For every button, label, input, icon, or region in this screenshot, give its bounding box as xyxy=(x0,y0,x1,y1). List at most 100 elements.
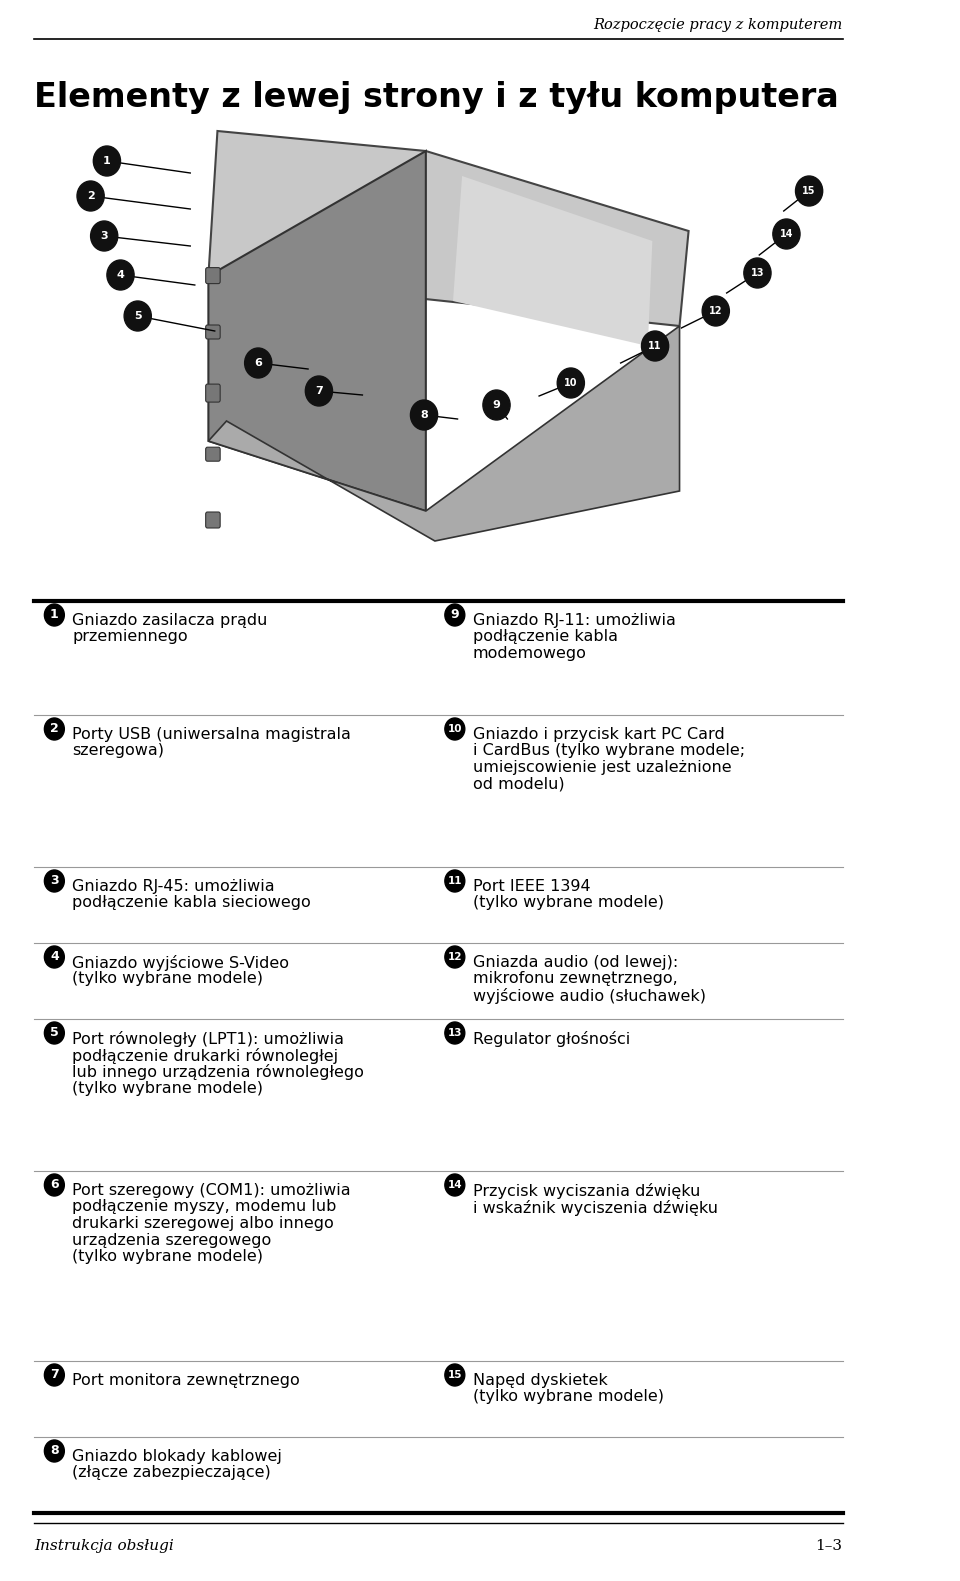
Text: Przycisk wyciszania dźwięku: Przycisk wyciszania dźwięku xyxy=(473,1183,701,1198)
Text: 8: 8 xyxy=(420,409,428,421)
Text: umiejscowienie jest uzależnione: umiejscowienie jest uzależnione xyxy=(473,760,732,775)
Text: 1–3: 1–3 xyxy=(816,1538,843,1553)
Text: 15: 15 xyxy=(803,187,816,196)
Text: podłączenie kabla: podłączenie kabla xyxy=(473,629,618,645)
Polygon shape xyxy=(208,326,680,541)
FancyBboxPatch shape xyxy=(205,384,220,402)
Text: Port równoległy (LPT1): umożliwia: Port równoległy (LPT1): umożliwia xyxy=(73,1031,345,1047)
Circle shape xyxy=(44,1364,64,1387)
Text: 4: 4 xyxy=(116,270,125,280)
Circle shape xyxy=(305,376,332,406)
Text: podłączenie drukarki równoległej: podłączenie drukarki równoległej xyxy=(73,1048,339,1064)
Text: Gniazdo RJ-11: umożliwia: Gniazdo RJ-11: umożliwia xyxy=(473,613,676,628)
Circle shape xyxy=(773,220,800,248)
Circle shape xyxy=(44,718,64,740)
Text: podłączenie myszy, modemu lub: podłączenie myszy, modemu lub xyxy=(73,1200,337,1214)
Text: Port szeregowy (COM1): umożliwia: Port szeregowy (COM1): umożliwia xyxy=(73,1183,351,1198)
Circle shape xyxy=(124,300,152,330)
Text: (tylko wybrane modele): (tylko wybrane modele) xyxy=(73,1080,263,1096)
Text: 3: 3 xyxy=(50,874,59,887)
Circle shape xyxy=(641,330,669,360)
FancyBboxPatch shape xyxy=(205,447,220,462)
Text: Gniazda audio (od lewej):: Gniazda audio (od lewej): xyxy=(473,955,678,971)
Text: 2: 2 xyxy=(86,191,94,201)
Text: 12: 12 xyxy=(709,307,723,316)
Text: Napęd dyskietek: Napęd dyskietek xyxy=(473,1372,608,1388)
Text: Gniazdo blokady kablowej: Gniazdo blokady kablowej xyxy=(73,1450,282,1464)
Text: Gniazdo i przycisk kart PC Card: Gniazdo i przycisk kart PC Card xyxy=(473,727,725,741)
Text: 10: 10 xyxy=(447,724,462,734)
Text: 8: 8 xyxy=(50,1445,59,1458)
Circle shape xyxy=(444,718,465,740)
Polygon shape xyxy=(208,152,426,511)
Text: przemiennego: przemiennego xyxy=(73,629,188,645)
Text: 9: 9 xyxy=(492,400,500,409)
Text: Regulator głośności: Regulator głośności xyxy=(473,1031,630,1047)
Text: Port IEEE 1394: Port IEEE 1394 xyxy=(473,879,590,893)
Text: 4: 4 xyxy=(50,950,59,963)
Text: urządzenia szeregowego: urządzenia szeregowego xyxy=(73,1233,272,1247)
Polygon shape xyxy=(208,131,688,326)
Text: 1: 1 xyxy=(103,157,110,166)
Text: 6: 6 xyxy=(50,1178,59,1192)
Circle shape xyxy=(44,870,64,892)
Circle shape xyxy=(90,221,118,251)
FancyBboxPatch shape xyxy=(205,267,220,283)
Circle shape xyxy=(444,870,465,892)
Text: 1: 1 xyxy=(50,609,59,621)
FancyBboxPatch shape xyxy=(205,512,220,528)
Text: drukarki szeregowej albo innego: drukarki szeregowej albo innego xyxy=(73,1216,334,1232)
Text: wyjściowe audio (słuchawek): wyjściowe audio (słuchawek) xyxy=(473,988,706,1004)
Text: Rozpoczęcie pracy z komputerem: Rozpoczęcie pracy z komputerem xyxy=(593,17,843,32)
Circle shape xyxy=(444,1175,465,1195)
Circle shape xyxy=(44,604,64,626)
FancyBboxPatch shape xyxy=(205,326,220,338)
Text: 9: 9 xyxy=(450,609,459,621)
Text: 13: 13 xyxy=(447,1028,462,1039)
Circle shape xyxy=(483,391,510,421)
Text: 11: 11 xyxy=(648,341,661,351)
Circle shape xyxy=(744,258,771,288)
Circle shape xyxy=(444,1021,465,1043)
Text: 14: 14 xyxy=(780,229,793,239)
Text: lub innego urządzenia równoległego: lub innego urządzenia równoległego xyxy=(73,1064,365,1080)
Text: i wskaźnik wyciszenia dźwięku: i wskaźnik wyciszenia dźwięku xyxy=(473,1200,718,1216)
Text: Gniazdo zasilacza prądu: Gniazdo zasilacza prądu xyxy=(73,613,268,628)
Circle shape xyxy=(77,180,105,210)
Circle shape xyxy=(93,145,121,175)
Circle shape xyxy=(444,604,465,626)
Text: (tylko wybrane modele): (tylko wybrane modele) xyxy=(473,1390,664,1404)
Text: mikrofonu zewnętrznego,: mikrofonu zewnętrznego, xyxy=(473,971,678,987)
Text: (tylko wybrane modele): (tylko wybrane modele) xyxy=(473,895,664,911)
Text: Port monitora zewnętrznego: Port monitora zewnętrznego xyxy=(73,1372,300,1388)
Text: Gniazdo RJ-45: umożliwia: Gniazdo RJ-45: umożliwia xyxy=(73,879,276,893)
Circle shape xyxy=(44,1440,64,1462)
Circle shape xyxy=(245,348,272,378)
Circle shape xyxy=(557,368,585,398)
Text: 13: 13 xyxy=(751,269,764,278)
Text: 10: 10 xyxy=(564,378,578,387)
Text: modemowego: modemowego xyxy=(473,647,587,661)
Text: 7: 7 xyxy=(315,386,323,395)
Text: 7: 7 xyxy=(50,1369,59,1382)
Text: 15: 15 xyxy=(447,1371,462,1380)
Text: (złącze zabezpieczające): (złącze zabezpieczające) xyxy=(73,1466,272,1480)
Text: szeregowa): szeregowa) xyxy=(73,743,164,759)
Circle shape xyxy=(44,1021,64,1043)
Text: 2: 2 xyxy=(50,723,59,735)
Text: od modelu): od modelu) xyxy=(473,776,564,792)
Text: Gniazdo wyjściowe S-Video: Gniazdo wyjściowe S-Video xyxy=(73,955,290,971)
Text: 6: 6 xyxy=(254,357,262,368)
Text: 5: 5 xyxy=(50,1026,59,1039)
Circle shape xyxy=(44,1175,64,1195)
Text: Porty USB (uniwersalna magistrala: Porty USB (uniwersalna magistrala xyxy=(73,727,351,741)
Circle shape xyxy=(796,175,823,206)
Text: 5: 5 xyxy=(133,311,141,321)
Polygon shape xyxy=(453,175,653,346)
Text: podłączenie kabla sieciowego: podłączenie kabla sieciowego xyxy=(73,895,311,911)
Circle shape xyxy=(444,1364,465,1387)
Circle shape xyxy=(444,945,465,968)
Text: i CardBus (tylko wybrane modele;: i CardBus (tylko wybrane modele; xyxy=(473,743,745,759)
Circle shape xyxy=(107,259,134,289)
Text: 14: 14 xyxy=(447,1179,462,1190)
